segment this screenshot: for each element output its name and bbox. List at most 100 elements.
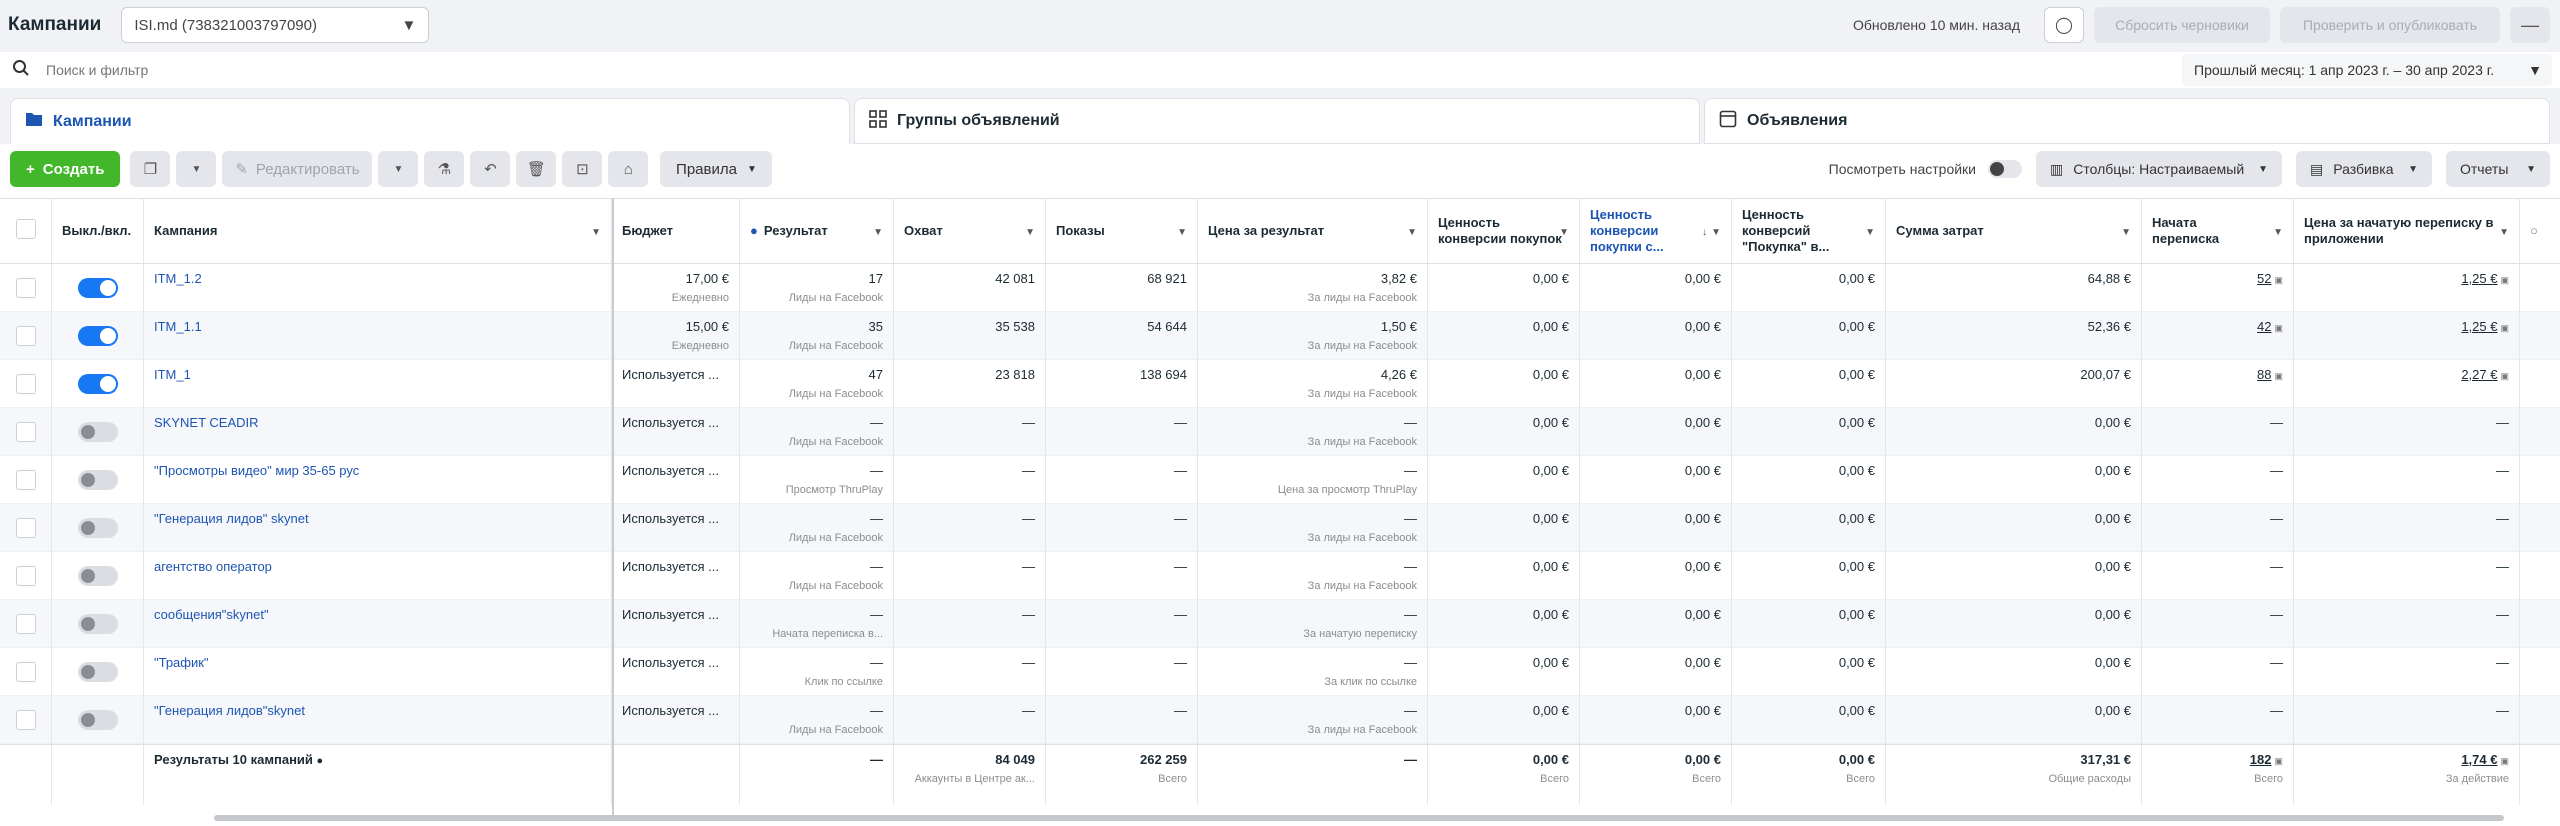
undo-button[interactable]: ↶ <box>470 151 511 187</box>
campaign-toggle[interactable] <box>78 470 118 490</box>
table-row[interactable]: ITM_1 Используется ... 47 Лиды на Facebook 2… <box>0 360 2560 408</box>
cell-value[interactable]: — <box>2496 415 2509 430</box>
campaign-toggle[interactable] <box>78 518 118 538</box>
horizontal-scrollbar[interactable] <box>214 815 2504 821</box>
review-publish-button[interactable]: Проверить и опубликовать <box>2280 7 2500 43</box>
campaign-toggle[interactable] <box>78 326 118 346</box>
campaign-name-link[interactable]: агентство оператор <box>154 559 272 574</box>
campaign-toggle[interactable] <box>78 566 118 586</box>
view-settings-toggle[interactable] <box>1988 160 2022 178</box>
breakdown-dropdown[interactable]: ▤ Разбивка ▼ <box>2296 151 2432 187</box>
ab-test-button[interactable]: ⚗ <box>424 151 465 187</box>
preview-button[interactable]: ⊡ <box>562 151 603 187</box>
row-checkbox[interactable] <box>16 614 36 634</box>
col-conv-value-purchase-roas[interactable]: Ценность конверсии покупки с... ↓ ▼ <box>1580 199 1732 263</box>
campaign-name-link[interactable]: SKYNET CEADIR <box>154 415 259 430</box>
campaign-name-link[interactable]: "Генерация лидов"skynet <box>154 703 305 718</box>
campaign-name-link[interactable]: ITM_1 <box>154 367 191 382</box>
table-row[interactable]: "Генерация лидов"skynet Используется ... —… <box>0 696 2560 744</box>
row-checkbox[interactable] <box>16 662 36 682</box>
date-range-picker[interactable]: Прошлый месяц: 1 апр 2023 г. – 30 апр 20… <box>2182 54 2552 86</box>
campaign-toggle[interactable] <box>78 278 118 298</box>
campaign-toggle[interactable] <box>78 422 118 442</box>
table-row[interactable]: ITM_1.1 15,00 € Ежедневно 35 Лиды на Faceboo… <box>0 312 2560 360</box>
tab-campaigns[interactable]: Кампании <box>10 98 850 144</box>
cell-value[interactable]: 2,27 € <box>2461 367 2498 382</box>
table-row[interactable]: "Трафик" Используется ... — Клик по ссылке —… <box>0 648 2560 696</box>
table-row[interactable]: "Просмотры видео" мир 35-65 рус Используе… <box>0 456 2560 504</box>
view-settings[interactable]: Посмотреть настройки <box>1829 160 2022 178</box>
col-cost-conv-started[interactable]: Цена за начатую переписку в приложении ▼ <box>2294 199 2520 263</box>
campaign-name-link[interactable]: ITM_1.2 <box>154 271 202 286</box>
row-checkbox[interactable] <box>16 326 36 346</box>
col-conv-value-purchase[interactable]: Ценность конверсии покупок ▼ <box>1428 199 1580 263</box>
tab-ad-sets[interactable]: Группы объявлений <box>854 98 1700 144</box>
cell-value[interactable]: — <box>2270 415 2283 430</box>
refresh-button[interactable]: ◯ <box>2044 7 2084 43</box>
edit-dropdown[interactable]: ▼ <box>378 151 419 187</box>
cell-value[interactable]: — <box>2496 607 2509 622</box>
col-campaign[interactable]: Кампания ▼ <box>144 199 612 263</box>
more-menu-button[interactable]: — <box>2510 7 2550 43</box>
cell-value[interactable]: 52 <box>2257 271 2272 286</box>
row-checkbox[interactable] <box>16 278 36 298</box>
cell-value[interactable]: 42 <box>2257 319 2272 334</box>
edit-button[interactable]: ✎ Редактировать <box>222 151 373 187</box>
select-all-checkbox[interactable] <box>16 219 36 239</box>
cell-value[interactable]: — <box>2496 703 2509 718</box>
cell-value[interactable]: — <box>2496 463 2509 478</box>
cell-value[interactable]: — <box>2270 703 2283 718</box>
col-settings[interactable]: ○ <box>2520 199 2560 263</box>
cell-value[interactable]: — <box>2496 511 2509 526</box>
table-row[interactable]: сообщения"skynet" Используется ... — Начата… <box>0 600 2560 648</box>
cell-value[interactable]: — <box>2270 463 2283 478</box>
delete-button[interactable]: 🗑 <box>516 151 557 187</box>
row-checkbox[interactable] <box>16 470 36 490</box>
table-row[interactable]: агентство оператор Используется ... — Лиды … <box>0 552 2560 600</box>
campaign-toggle[interactable] <box>78 710 118 730</box>
cell-value[interactable]: 1,25 € <box>2461 319 2498 334</box>
create-button[interactable]: + Создать <box>10 151 121 187</box>
duplicate-button[interactable]: ❐ <box>130 151 171 187</box>
row-checkbox[interactable] <box>16 374 36 394</box>
reports-dropdown[interactable]: Отчеты ▼ <box>2446 151 2550 187</box>
cell-value[interactable]: — <box>2496 655 2509 670</box>
cell-value[interactable]: 1,25 € <box>2461 271 2498 286</box>
campaign-name-link[interactable]: сообщения"skynet" <box>154 607 269 622</box>
cell-value[interactable]: — <box>2270 655 2283 670</box>
search-input[interactable] <box>46 62 1546 78</box>
cell-value[interactable]: 88 <box>2257 367 2272 382</box>
duplicate-dropdown[interactable]: ▼ <box>176 151 217 187</box>
row-checkbox[interactable] <box>16 518 36 538</box>
rules-button[interactable]: Правила ▼ <box>660 151 773 187</box>
cell-value[interactable]: — <box>2270 559 2283 574</box>
table-row[interactable]: SKYNET CEADIR Используется ... — Лиды на Fa… <box>0 408 2560 456</box>
col-amount-spent[interactable]: Сумма затрат ▼ <box>1886 199 2142 263</box>
campaign-name-link[interactable]: "Просмотры видео" мир 35-65 рус <box>154 463 360 478</box>
cell-value[interactable]: — <box>2270 511 2283 526</box>
col-reach[interactable]: Охват ▼ <box>894 199 1046 263</box>
tag-button[interactable]: ⌂ <box>608 151 649 187</box>
col-budget[interactable]: Бюджет <box>612 199 740 263</box>
cell-value[interactable]: — <box>2270 607 2283 622</box>
row-checkbox[interactable] <box>16 710 36 730</box>
columns-dropdown[interactable]: ▥ Столбцы: Настраиваемый ▼ <box>2036 151 2282 187</box>
table-row[interactable]: ITM_1.2 17,00 € Ежедневно 17 Лиды на Faceboo… <box>0 264 2560 312</box>
cell-value[interactable]: — <box>2496 559 2509 574</box>
row-checkbox[interactable] <box>16 566 36 586</box>
discard-drafts-button[interactable]: Сбросить черновики <box>2094 7 2270 43</box>
campaign-toggle[interactable] <box>78 614 118 634</box>
campaign-name-link[interactable]: "Трафик" <box>154 655 209 670</box>
campaign-toggle[interactable] <box>78 662 118 682</box>
table-row[interactable]: "Генерация лидов" skynet Используется ...… <box>0 504 2560 552</box>
account-selector[interactable]: ISI.md (738321003797090) ▼ <box>121 7 430 43</box>
col-conv-value-purchase-quote[interactable]: Ценность конверсий "Покупка" в... ▼ <box>1732 199 1886 263</box>
col-conv-started[interactable]: Начата переписка ▼ <box>2142 199 2294 263</box>
row-checkbox[interactable] <box>16 422 36 442</box>
col-impressions[interactable]: Показы ▼ <box>1046 199 1198 263</box>
tab-ads[interactable]: Объявления <box>1704 98 2550 144</box>
campaign-name-link[interactable]: ITM_1.1 <box>154 319 202 334</box>
col-result[interactable]: ● Результат ▼ <box>740 199 894 263</box>
col-cost-per-result[interactable]: Цена за результат ▼ <box>1198 199 1428 263</box>
campaign-toggle[interactable] <box>78 374 118 394</box>
